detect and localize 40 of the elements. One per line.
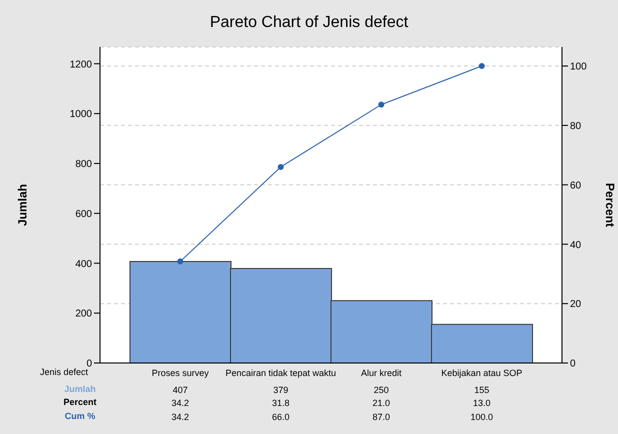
y-tick-label: 800 [75, 159, 92, 170]
text: 31.8 [272, 398, 290, 408]
data-label: 379 [273, 385, 288, 395]
text: 34.2 [171, 398, 190, 408]
data-label: 155 [474, 385, 490, 395]
text: 13.0 [472, 398, 491, 408]
y2-tick-label: 80 [570, 120, 582, 132]
point [177, 258, 184, 264]
y-axis-title: Jumlah [15, 184, 30, 226]
point [278, 164, 284, 170]
y-tick-label: 600 [75, 208, 92, 220]
text: 21.0 [372, 398, 390, 408]
y2-tick-label: 100 [570, 62, 588, 73]
y2-tick-label: 60 [570, 180, 582, 192]
x-tick-label: Alur kredit [360, 368, 402, 378]
text: Percent [62, 397, 98, 408]
point [478, 63, 485, 70]
x-tick-label: Proses survey [152, 368, 210, 378]
data-label: 87.0 [372, 412, 390, 422]
x-tick-label: Kebijakan atau SOP [441, 368, 522, 378]
y-tick-label: 1000 [70, 109, 92, 120]
y-tick-label: 200 [75, 308, 92, 320]
data-label: 407 [172, 385, 188, 395]
y2-axis-title: Percent [602, 182, 617, 228]
y2-tick-label: 20 [570, 299, 582, 310]
data-label: 34.2 [171, 412, 190, 422]
y2-tick-label: 0 [570, 358, 576, 370]
chart-title: Pareto Chart of Jenis defect [208, 14, 410, 32]
text: Jumlah [63, 384, 97, 395]
y2-tick-label: 40 [570, 240, 582, 251]
data-label: 66.0 [272, 412, 290, 422]
x-axis-title: Jenis defect [40, 367, 88, 378]
point [378, 102, 384, 108]
data-label: 100.0 [470, 412, 494, 422]
data-label: 250 [374, 385, 389, 395]
x-tick-label: Pencairan tidak tepat waktu [225, 368, 336, 378]
y-tick-label: 1200 [70, 59, 92, 70]
y-tick-label: 0 [86, 358, 92, 370]
y-tick-label: 400 [75, 258, 92, 270]
text: Cum % [64, 411, 96, 422]
